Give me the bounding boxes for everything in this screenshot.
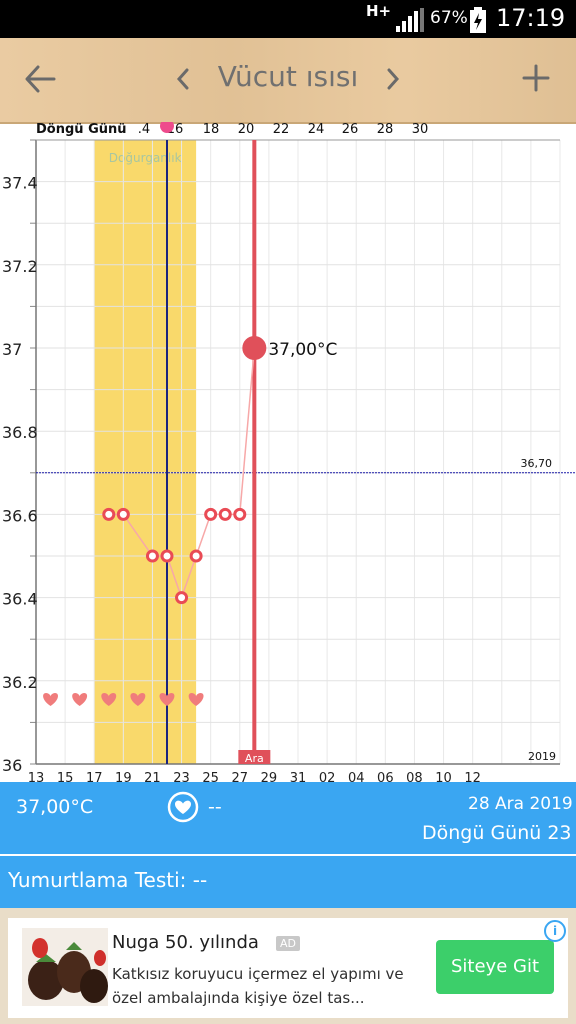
battery-percent: 67% [430,8,468,28]
network-indicator: H+ [366,2,392,20]
temperature-point [102,507,116,521]
x-tick-label: 02 [319,771,336,782]
x-tick-label: 17 [86,771,103,782]
year-label: 2019 [528,750,556,763]
temperature-value: 37,00°C [16,796,94,818]
coverline-label: 36,70 [521,457,553,470]
x-tick-label: 21 [144,771,161,782]
ad-info-icon[interactable]: i [544,920,566,942]
y-tick-label: 37.4 [2,174,38,193]
ad-title[interactable]: Nuga 50. yılında [112,932,259,953]
x-tick-label: 12 [464,771,481,782]
y-tick-label: 37.2 [2,257,38,276]
heart-icon [72,693,88,706]
highlight-label: 37,00°C [268,340,337,360]
temperature-point [175,591,189,605]
y-tick-label: 36.4 [2,590,38,609]
x-tick-label: 31 [290,771,307,782]
temperature-point [204,507,218,521]
chevron-left-icon[interactable] [176,68,190,90]
today-tag-label: Ara [245,752,264,765]
top-axis-tick: 22 [273,122,290,137]
temperature-point [233,507,247,521]
y-tick-label: 36.8 [2,423,38,442]
ad-badge: AD [276,936,300,951]
page-title: Vücut ısısı [217,60,359,93]
top-axis-tick: 24 [308,122,325,137]
x-tick-label: 13 [28,771,45,782]
ad-description[interactable]: Katkısız koruyucu içermez el yapımı ve ö… [112,965,404,1007]
fertile-window-label: Doğurganlık [109,151,182,165]
chart-canvas[interactable]: Doğurganlık 37.4 37.2 37 36.8 36.6 36.4 36.2 36 1… [0,119,576,786]
top-axis-tick: 30 [412,122,429,137]
x-tick-label: 19 [115,771,132,782]
chevron-right-icon[interactable] [386,68,400,90]
heart-icon [159,693,175,706]
date-label: 28 Ara 2019 [468,794,573,814]
x-tick-label: 23 [173,771,190,782]
temperature-point [145,549,159,563]
battery-icon [470,7,486,33]
chocolate-strawberry-image [22,928,108,1006]
top-axis-tick: 28 [377,122,394,137]
intercourse-value: -- [208,796,222,818]
top-axis-tick: 26 [342,122,359,137]
ovulation-marker [160,119,174,133]
heart-icon [130,693,146,706]
y-tick-label: 36.6 [2,506,38,525]
x-tick-label: 25 [202,771,219,782]
y-tick-label: 36 [2,756,22,775]
temperature-line [108,347,256,600]
temperature-point-selected [242,336,267,360]
top-axis-tick: 18 [203,122,220,137]
ad-banner[interactable]: Nuga 50. yılında AD Katkısız koruyucu iç… [0,908,576,1024]
top-axis-tick: .4 [138,122,150,137]
x-tick-label: 08 [406,771,423,782]
ad-card[interactable]: Nuga 50. yılında AD Katkısız koruyucu iç… [8,918,568,1018]
temperature-point [218,507,232,521]
ovulation-test-label: Yumurtlama Testi: -- [8,868,208,892]
top-axis-title: Döngü Günü [36,122,127,137]
ad-cta-button[interactable]: Siteye Git [436,940,554,994]
signal-icon [396,8,424,32]
clock: 17:19 [496,4,566,32]
temperature-point [116,507,130,521]
x-tick-label: 15 [57,771,74,782]
day-info-bar[interactable]: 37,00°C -- 28 Ara 2019 Döngü Günü 23 [0,782,576,854]
today-tag [238,750,271,764]
heart-icon[interactable] [167,791,199,823]
temperature-point [189,549,203,563]
ad-image[interactable] [22,928,108,1006]
arrow-left-icon[interactable] [24,64,56,94]
temperature-chart[interactable]: Doğurganlık 37.4 37.2 37 36.8 36.6 36.4 36.2 36 1… [0,119,576,786]
cycle-day-label: Döngü Günü 23 [422,822,572,844]
x-tick-label: 10 [435,771,452,782]
x-tick-label: 04 [348,771,365,782]
y-tick-label: 37 [2,340,22,359]
x-tick-label: 27 [232,771,249,782]
status-bar: H+ 67% 17:19 [0,0,576,38]
top-axis-tick: 20 [238,122,255,137]
top-app-bar: Vücut ısısı [0,38,576,124]
plus-icon[interactable] [522,64,550,92]
heart-icon [43,693,59,706]
heart-icon [101,693,117,706]
y-tick-label: 36.2 [2,673,38,692]
x-tick-label: 29 [261,771,278,782]
temperature-point [160,549,174,563]
heart-icon [188,693,204,706]
fertile-window [94,140,197,764]
ovulation-test-row[interactable]: Yumurtlama Testi: -- [0,856,576,908]
x-tick-label: 06 [377,771,394,782]
